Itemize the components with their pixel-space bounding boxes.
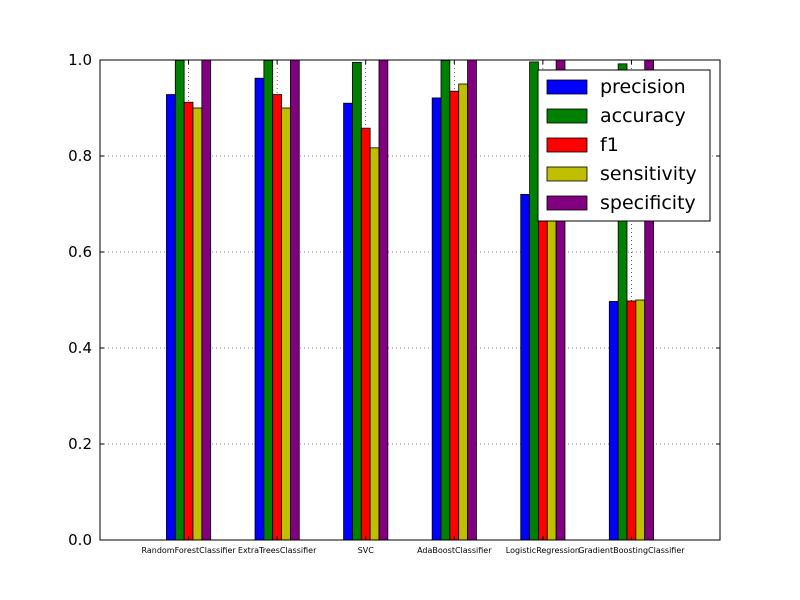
bar-accuracy — [263, 60, 274, 541]
y-tick-label: 0.2 — [68, 435, 92, 453]
bar-specificity — [467, 59, 477, 541]
bar-specificity — [201, 59, 212, 541]
bar-precision — [166, 94, 176, 541]
bar-accuracy — [440, 60, 451, 541]
bar-precision — [343, 102, 353, 541]
bar-f1 — [183, 101, 194, 541]
legend-swatch — [546, 108, 588, 124]
bar-f1 — [360, 127, 371, 541]
legend: precision accuracy f1 sensitivity specificit… — [537, 69, 711, 222]
bar-precision — [431, 97, 442, 541]
bar-f1 — [538, 203, 548, 541]
bar-sensitivity — [281, 107, 291, 541]
bar-specificity — [378, 59, 389, 541]
bar-sensitivity — [192, 107, 203, 541]
bar-specificity — [290, 59, 300, 541]
x-tick-label: AdaBoostClassifier — [417, 546, 492, 555]
bar-sensitivity — [458, 83, 468, 541]
y-axis: 0.0 0.2 0.4 0.6 0.8 1.0 — [68, 51, 720, 549]
bar-f1 — [272, 94, 282, 541]
x-axis: RandomForestClassifier ExtraTreesClassifi… — [141, 60, 685, 555]
x-tick-label: GradientBoostingClassifier — [578, 546, 685, 555]
bar-f1 — [626, 300, 637, 541]
legend-label: f1 — [600, 134, 619, 156]
y-tick-label: 0.8 — [68, 147, 92, 165]
y-tick-label: 0.6 — [68, 243, 92, 261]
legend-swatch — [546, 166, 588, 182]
bar-precision — [520, 193, 530, 541]
legend-label: precision — [600, 76, 686, 98]
bar-precision — [254, 77, 265, 541]
bar-accuracy — [352, 62, 362, 541]
y-tick-label: 0.4 — [68, 339, 92, 357]
bar-accuracy — [529, 61, 539, 541]
bar-precision — [608, 301, 619, 541]
legend-swatch — [546, 137, 588, 153]
bar-sensitivity — [635, 299, 646, 541]
x-tick-label: LogisticRegression — [506, 546, 580, 555]
bar-f1 — [449, 90, 460, 541]
y-tick-label: 1.0 — [68, 51, 92, 69]
bar-sensitivity — [546, 203, 557, 541]
x-tick-label: RandomForestClassifier — [141, 546, 236, 555]
legend-label: accuracy — [600, 105, 686, 127]
legend-label: specificity — [600, 192, 696, 214]
y-tick-label: 0.0 — [68, 531, 92, 549]
plot-frame — [99, 59, 721, 541]
x-tick-label: ExtraTreesClassifier — [238, 546, 317, 555]
legend-label: sensitivity — [600, 163, 697, 185]
bar-accuracy — [174, 60, 185, 541]
bar-sensitivity — [369, 147, 380, 541]
legend-swatch — [546, 79, 588, 95]
x-tick-label: SVC — [358, 546, 375, 555]
legend-swatch — [546, 195, 588, 211]
